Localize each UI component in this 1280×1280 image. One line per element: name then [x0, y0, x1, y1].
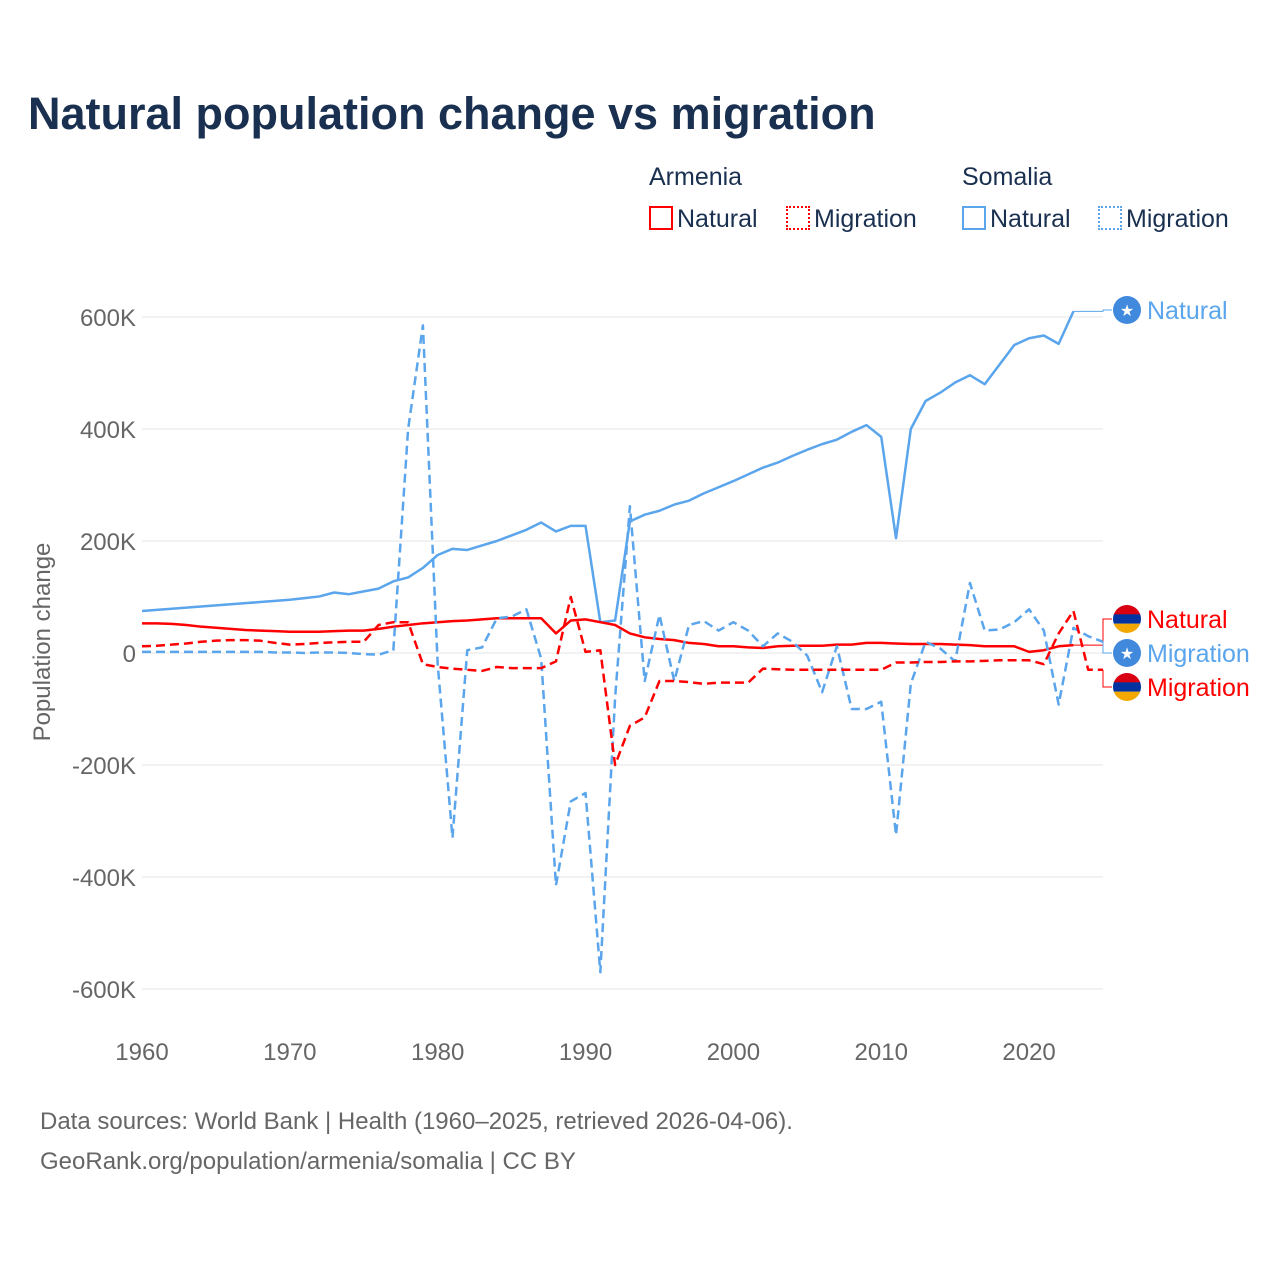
x-tick-label: 1960: [115, 1039, 168, 1066]
legend-somalia-natural[interactable]: Natural: [962, 205, 1071, 234]
chart-title: Natural population change vs migration: [28, 88, 876, 139]
series-end-label: Natural: [1147, 606, 1228, 634]
series-line-armenia-migration: [141, 595, 1103, 767]
y-tick-label: 0: [123, 641, 136, 668]
somalia-flag-icon: [1113, 296, 1141, 324]
legend-somalia-migration[interactable]: Migration: [1098, 205, 1229, 234]
label-leader-line: [1073, 618, 1112, 646]
series-line-somalia-migration: [142, 324, 1104, 974]
label-leader-line: [1073, 309, 1112, 312]
armenia-flag-icon: [1113, 673, 1141, 701]
y-axis-label: Population change: [29, 543, 56, 742]
series-line-somalia-natural: [141, 310, 1075, 624]
source-line: Data sources: World Bank | Health (1960–…: [40, 1108, 793, 1135]
source-url: GeoRank.org/population/armenia/somalia |…: [40, 1148, 576, 1175]
x-tick-label: 1990: [559, 1039, 612, 1066]
x-tick-label: 2010: [855, 1039, 908, 1066]
series-end-label: Migration: [1147, 640, 1250, 668]
y-tick-label: -200K: [72, 753, 136, 780]
series-line-armenia-natural: [142, 617, 1074, 654]
legend-group-armenia: Armenia: [649, 163, 743, 191]
star-icon: ★: [1120, 303, 1134, 320]
x-tick-label: 2020: [1002, 1039, 1055, 1066]
series-end-label: Natural: [1147, 297, 1228, 325]
armenia-flag-icon: [1113, 605, 1141, 633]
legend-armenia-natural[interactable]: Natural: [649, 205, 758, 234]
somalia-flag-icon: [1113, 639, 1141, 667]
y-tick-label: 400K: [80, 417, 136, 444]
star-icon: ★: [1120, 646, 1134, 663]
legend-group-somalia: Somalia: [962, 163, 1053, 191]
solid-swatch-icon: [649, 206, 673, 230]
y-tick-label: -400K: [72, 865, 136, 892]
y-tick-label: 200K: [80, 529, 136, 556]
x-tick-label: 2000: [707, 1039, 760, 1066]
y-tick-label: -600K: [72, 977, 136, 1004]
series-end-label: Migration: [1147, 674, 1250, 702]
y-tick-label: 600K: [80, 305, 136, 332]
solid-swatch-icon: [962, 206, 986, 230]
dotted-swatch-icon: [1098, 206, 1122, 230]
label-leader-line: [1102, 669, 1112, 688]
dotted-swatch-icon: [786, 206, 810, 230]
legend-armenia-migration[interactable]: Migration: [786, 205, 917, 234]
label-leader-line: [1102, 641, 1112, 654]
x-tick-label: 1970: [263, 1039, 316, 1066]
x-tick-label: 1980: [411, 1039, 464, 1066]
